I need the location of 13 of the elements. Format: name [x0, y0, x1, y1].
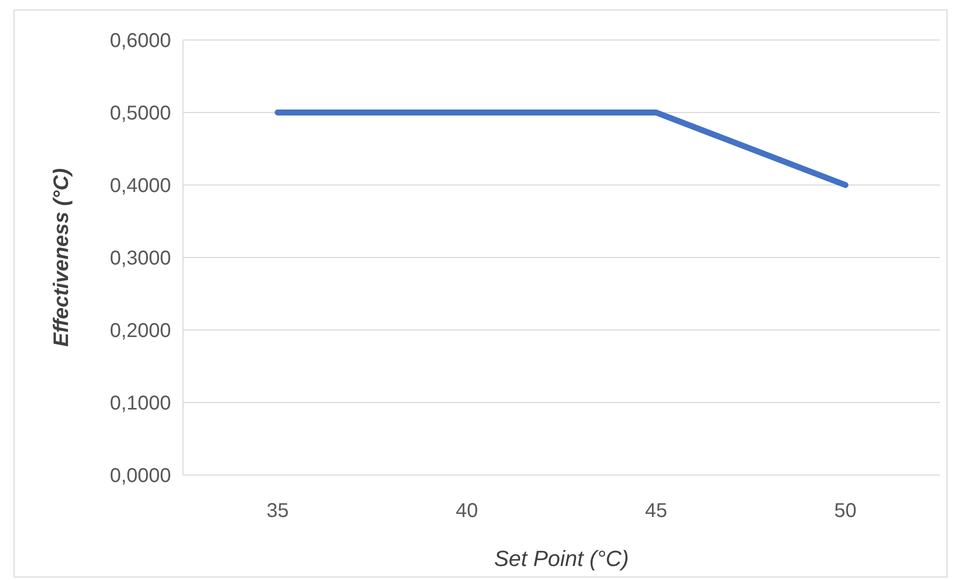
x-axis-title: Set Point (°C) — [494, 546, 629, 571]
y-tick-label: 0,5000 — [110, 102, 171, 124]
x-tick-label: 40 — [456, 500, 478, 522]
x-tick-label: 50 — [834, 500, 856, 522]
y-tick-label: 0,3000 — [110, 248, 171, 270]
y-tick-label: 0,1000 — [110, 392, 171, 414]
x-tick-label: 45 — [645, 500, 668, 522]
y-tick-label: 0,6000 — [110, 30, 171, 52]
y-tick-label: 0,4000 — [110, 175, 171, 197]
x-tick-label: 35 — [266, 500, 289, 522]
y-tick-label: 0,0000 — [110, 465, 171, 487]
y-tick-label: 0,2000 — [110, 320, 171, 342]
y-axis-title: Effectiveness (°C) — [50, 168, 73, 347]
